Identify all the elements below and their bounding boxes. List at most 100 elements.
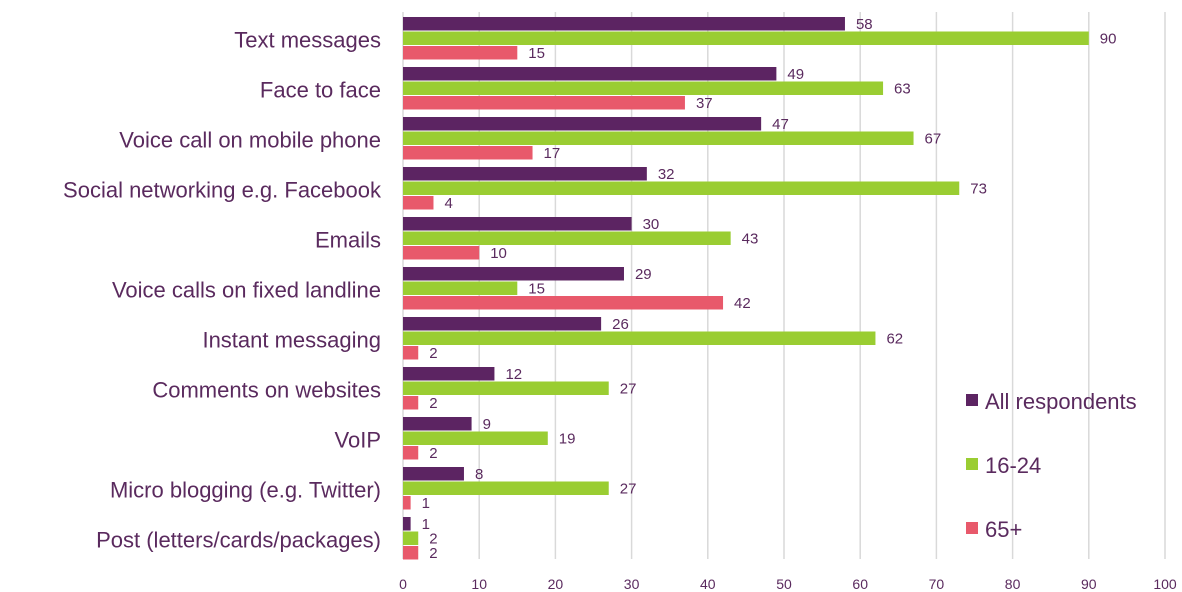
x-tick-label: 30	[624, 576, 640, 592]
bar	[403, 46, 518, 60]
data-label: 58	[856, 16, 873, 33]
x-tick-label: 10	[471, 576, 487, 592]
data-label: 2	[429, 445, 437, 462]
x-tick-label: 40	[700, 576, 716, 592]
data-label: 47	[772, 116, 789, 133]
data-label: 37	[696, 95, 713, 112]
data-label: 10	[490, 245, 507, 262]
x-tick-label: 0	[399, 576, 407, 592]
data-labels: 5890154963374767173273430431029154226622…	[422, 16, 1117, 562]
bar	[403, 181, 960, 195]
bar	[403, 267, 624, 281]
bars	[403, 17, 1089, 560]
bar	[403, 331, 876, 345]
data-label: 73	[970, 180, 987, 197]
bar	[403, 546, 419, 560]
legend-label: All respondents	[985, 389, 1137, 414]
data-label: 32	[658, 166, 675, 183]
data-label: 27	[620, 480, 637, 497]
category-label: Post (letters/cards/packages)	[96, 527, 381, 552]
data-label: 2	[429, 530, 437, 547]
bar	[403, 246, 480, 260]
legend: All respondents 16-24 65+	[966, 389, 1137, 542]
bar	[403, 217, 632, 231]
bar	[403, 367, 495, 381]
category-label: Social networking e.g. Facebook	[63, 177, 382, 202]
data-label: 90	[1100, 30, 1117, 47]
x-tick-label: 80	[1005, 576, 1021, 592]
bar	[403, 396, 419, 410]
data-label: 1	[422, 516, 430, 533]
category-label: Micro blogging (e.g. Twitter)	[110, 477, 381, 502]
data-label: 30	[643, 216, 660, 233]
data-label: 1	[422, 495, 430, 512]
category-label: Comments on websites	[152, 377, 381, 402]
category-label: Instant messaging	[202, 327, 381, 352]
bar	[403, 117, 762, 131]
bar	[403, 167, 647, 181]
bar	[403, 17, 845, 31]
bar	[403, 146, 533, 160]
bar	[403, 446, 419, 460]
bar	[403, 431, 548, 445]
data-label: 62	[886, 330, 903, 347]
category-label: Text messages	[234, 27, 381, 52]
bar	[403, 496, 411, 510]
data-label: 15	[528, 280, 545, 297]
legend-swatch	[966, 394, 978, 406]
legend-label: 16-24	[985, 453, 1041, 478]
bar	[403, 346, 419, 360]
data-label: 27	[620, 380, 637, 397]
bar	[403, 517, 411, 531]
bar	[403, 67, 777, 81]
bar	[403, 381, 609, 395]
x-tick-label: 60	[852, 576, 868, 592]
x-tick-label: 90	[1081, 576, 1097, 592]
data-label: 2	[429, 345, 437, 362]
bar	[403, 417, 472, 431]
data-label: 42	[734, 295, 751, 312]
legend-label: 65+	[985, 517, 1022, 542]
data-label: 49	[787, 66, 804, 83]
bar	[403, 131, 914, 145]
bar	[403, 231, 731, 245]
data-label: 63	[894, 80, 911, 97]
data-label: 2	[429, 395, 437, 412]
x-tick-label: 50	[776, 576, 792, 592]
data-label: 8	[475, 466, 483, 483]
bar	[403, 81, 884, 95]
category-label: Face to face	[260, 77, 381, 102]
data-label: 19	[559, 430, 576, 447]
data-label: 17	[544, 145, 561, 162]
category-label: Voice call on mobile phone	[119, 127, 381, 152]
data-label: 67	[925, 130, 942, 147]
x-tick-label: 20	[548, 576, 564, 592]
bar	[403, 531, 419, 545]
data-label: 43	[742, 230, 759, 247]
x-axis-ticks: 0 10 20 30 40 50 60 70 80 90 100	[399, 576, 1177, 592]
data-label: 29	[635, 266, 652, 283]
bar	[403, 317, 602, 331]
legend-swatch	[966, 522, 978, 534]
category-label: Voice calls on fixed landline	[112, 277, 381, 302]
data-label: 12	[505, 366, 522, 383]
legend-swatch	[966, 458, 978, 470]
data-label: 4	[444, 195, 452, 212]
bar	[403, 96, 685, 110]
data-label: 2	[429, 545, 437, 562]
bar	[403, 467, 464, 481]
category-label: VoIP	[335, 427, 381, 452]
category-labels: Text messages Face to face Voice call on m…	[63, 27, 382, 552]
data-label: 9	[483, 416, 491, 433]
bar	[403, 281, 518, 295]
category-label: Emails	[315, 227, 381, 252]
bar	[403, 196, 434, 210]
bar	[403, 31, 1089, 45]
bar	[403, 296, 724, 310]
data-label: 15	[528, 45, 545, 62]
x-tick-label: 100	[1153, 576, 1177, 592]
bar	[403, 481, 609, 495]
data-label: 26	[612, 316, 629, 333]
x-tick-label: 70	[929, 576, 945, 592]
